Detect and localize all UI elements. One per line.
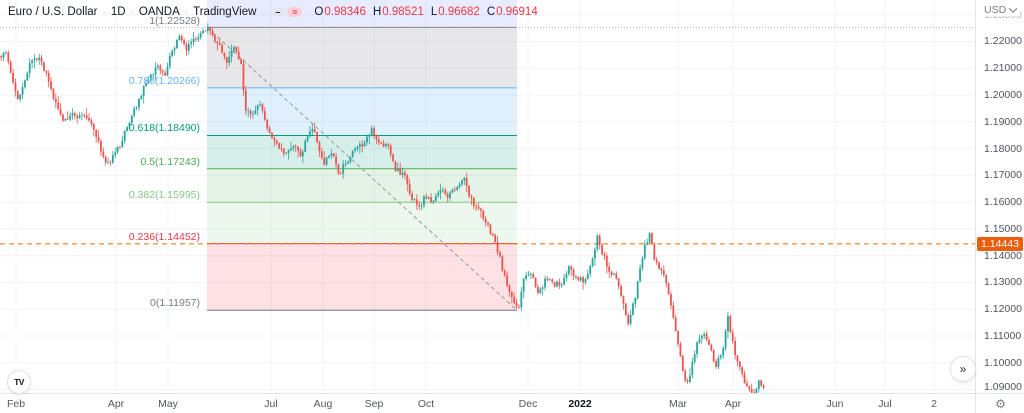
fib-label-0.618: 0.618(1.18490) bbox=[128, 122, 200, 134]
time-tick: Dec bbox=[518, 398, 538, 410]
time-tick: Apr bbox=[724, 398, 742, 410]
fib-label-0.236: 0.236(1.14452) bbox=[128, 231, 200, 243]
price-tick: 1.12000 bbox=[984, 303, 1022, 315]
candles bbox=[0, 23, 765, 393]
time-tick: Jul bbox=[264, 398, 278, 410]
fib-label-0.786: 0.786(1.20266) bbox=[128, 75, 200, 87]
fib-retracement-overlay bbox=[0, 0, 975, 311]
price-tick: 1.10000 bbox=[984, 357, 1022, 369]
price-tick: 1.17000 bbox=[984, 169, 1022, 181]
alert-price-tag[interactable]: 1.14443 bbox=[977, 237, 1023, 251]
time-tick: Jul bbox=[878, 398, 892, 410]
time-tick: Apr bbox=[107, 398, 125, 410]
price-tick: 1.13000 bbox=[984, 276, 1022, 288]
time-tick: Aug bbox=[313, 398, 333, 410]
ohlc-high: H 0.98521 bbox=[372, 6, 424, 18]
legend-separator: · bbox=[184, 6, 189, 18]
price-tick: 1.11000 bbox=[984, 330, 1022, 342]
price-tick: 1.21000 bbox=[984, 62, 1022, 74]
time-tick: 2022 bbox=[568, 398, 592, 410]
time-tick: Feb bbox=[6, 398, 26, 410]
platform-label[interactable]: TradingView bbox=[193, 6, 257, 18]
legend-separator: · bbox=[130, 6, 134, 18]
axis-corner-cell: ⚙ bbox=[975, 393, 1024, 413]
price-tick: 1.18000 bbox=[984, 143, 1022, 155]
chevron-down-icon bbox=[1008, 4, 1018, 13]
ohlc-low: L 0.96682 bbox=[430, 6, 480, 18]
chart-legend: Euro / U.S. Dollar · 1D · OANDA · Tradin… bbox=[8, 5, 545, 19]
price-tick: 1.16000 bbox=[984, 196, 1022, 208]
price-tick: 1.09000 bbox=[984, 381, 1022, 393]
ohlc-open: O 0.98346 bbox=[314, 6, 366, 18]
time-tick: May bbox=[158, 398, 178, 410]
exchange-label[interactable]: OANDA bbox=[138, 6, 180, 18]
fib-label-0.382: 0.382(1.15995) bbox=[128, 189, 200, 201]
price-tick: 1.14000 bbox=[984, 250, 1022, 262]
time-tick: Jun bbox=[826, 398, 844, 410]
time-tick: 2 bbox=[931, 398, 937, 410]
time-tick: Mar bbox=[668, 398, 688, 410]
price-tick: 1.19000 bbox=[984, 116, 1022, 128]
expand-chart-button[interactable]: » bbox=[950, 356, 976, 382]
symbol-title[interactable]: Euro / U.S. Dollar bbox=[8, 6, 98, 18]
double-chevron-right-icon: » bbox=[959, 362, 967, 376]
ohlc-readout: O 0.98346 H 0.98521 L 0.96682 C 0.96914 bbox=[314, 6, 544, 18]
tradingview-logo[interactable]: TV bbox=[7, 370, 31, 394]
time-tick: Sep bbox=[364, 398, 384, 410]
legend-separator: · bbox=[102, 6, 106, 18]
currency-dropdown[interactable]: USD bbox=[984, 4, 1021, 16]
currency-label: USD bbox=[984, 4, 1007, 16]
fib-label-0: 0(1.11957) bbox=[149, 297, 200, 309]
price-tick: 1.15000 bbox=[984, 223, 1022, 235]
minimize-pill-icon[interactable]: – bbox=[270, 7, 286, 17]
price-tick: 1.20000 bbox=[984, 89, 1022, 101]
legend-pills: – ≈ bbox=[270, 7, 303, 17]
ohlc-close: C 0.96914 bbox=[486, 6, 538, 18]
candlestick-plot[interactable] bbox=[0, 0, 975, 393]
time-axis[interactable]: Feb Apr May Jul Aug Sep Oct Dec 2022 Mar Apr Jun Jul… bbox=[0, 393, 975, 413]
gear-icon[interactable]: ⚙ bbox=[995, 397, 1006, 411]
data-mode-pill-icon[interactable]: ≈ bbox=[287, 7, 303, 17]
fib-label-1: 1(1.22528) bbox=[149, 15, 200, 27]
price-tick: 1.22000 bbox=[984, 35, 1022, 47]
price-axis[interactable]: USD 1.14443 1.230001.220001.210001.20000… bbox=[975, 0, 1024, 413]
time-tick: Oct bbox=[417, 398, 435, 410]
grid-lines bbox=[0, 0, 975, 393]
interval-label[interactable]: 1D bbox=[110, 6, 126, 18]
fib-label-0.5: 0.5(1.17243) bbox=[140, 156, 200, 168]
